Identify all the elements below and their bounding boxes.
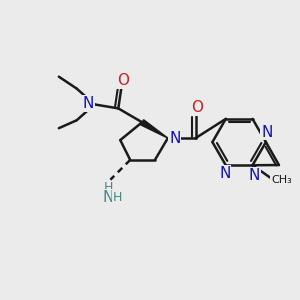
Text: N: N (219, 166, 230, 181)
Text: O: O (117, 73, 129, 88)
Text: H: H (112, 191, 122, 204)
Text: H: H (104, 181, 113, 194)
Text: N: N (83, 96, 94, 111)
Text: N: N (169, 130, 181, 146)
Text: O: O (192, 100, 204, 115)
Text: N: N (261, 125, 273, 140)
Text: CH₃: CH₃ (271, 175, 292, 185)
Polygon shape (140, 120, 168, 138)
Text: N: N (103, 190, 114, 205)
Text: N: N (249, 168, 260, 183)
